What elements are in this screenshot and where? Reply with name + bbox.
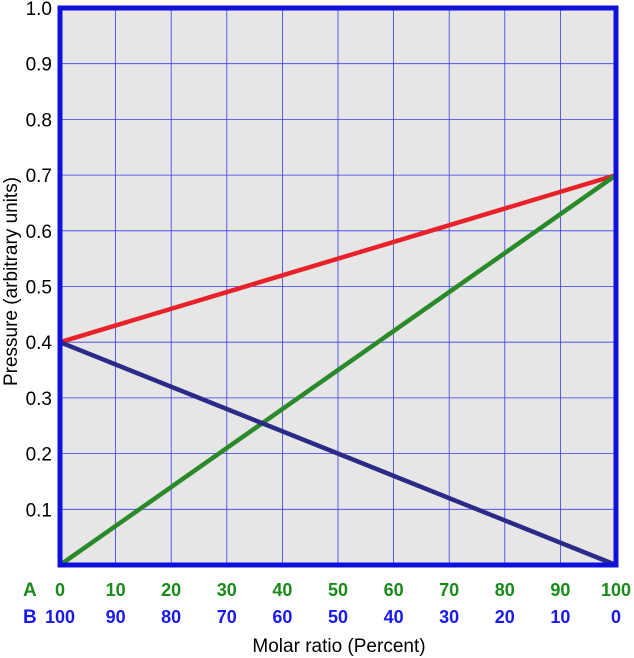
x-tick-label: 60 — [272, 607, 292, 627]
y-tick-labels: 0.1 0.2 0.3 0.4 0.5 0.6 0.7 0.8 0.9 1.0 — [26, 0, 53, 521]
x-axis-label: Molar ratio (Percent) — [252, 636, 425, 657]
series-line-2 — [57, 172, 619, 568]
x-tick-label: 20 — [161, 580, 181, 600]
x-tick-label: 90 — [550, 580, 570, 600]
y-tick-label: 0.7 — [26, 166, 52, 187]
x-tick-label: 70 — [439, 580, 459, 600]
x-tick-label: 80 — [495, 580, 515, 600]
y-tick-label: 0.6 — [26, 222, 52, 243]
y-tick-label: 0.9 — [26, 55, 52, 76]
x-row-label-A: A — [23, 580, 37, 601]
x-tick-label: 70 — [217, 607, 237, 627]
y-tick-label: 0.3 — [26, 389, 52, 410]
y-tick-label: 0.4 — [26, 333, 53, 354]
x-tick-label: 100 — [45, 607, 75, 627]
y-tick-label: 0.8 — [26, 110, 52, 131]
x-tick-label: 60 — [384, 580, 404, 600]
x-tick-label: 10 — [550, 607, 570, 627]
x-tick-label: 50 — [328, 580, 348, 600]
y-tick-label: 1.0 — [26, 0, 52, 20]
x-tick-label: 20 — [495, 607, 515, 627]
x-row-label-B: B — [23, 607, 37, 628]
series-group — [57, 172, 619, 568]
x-tick-label: 40 — [272, 580, 292, 600]
x-tick-label: 30 — [217, 580, 237, 600]
x-tick-label: 50 — [328, 607, 348, 627]
y-tick-label: 0.5 — [26, 278, 52, 299]
x-tick-label: 0 — [611, 607, 621, 627]
y-axis-label: Pressure (arbitrary units) — [1, 177, 22, 386]
x-tick-label: 10 — [106, 580, 126, 600]
series-line-1 — [57, 172, 619, 345]
x-tick-label: 80 — [161, 607, 181, 627]
x-tick-label: 30 — [439, 607, 459, 627]
y-tick-label: 0.1 — [26, 500, 52, 521]
plot-frame — [57, 5, 619, 568]
y-tick-label: 0.2 — [26, 445, 52, 466]
x-tick-label: 0 — [55, 580, 65, 600]
series-line-3 — [57, 339, 619, 568]
x-tick-label: 100 — [601, 580, 631, 600]
x-tick-label: 90 — [106, 607, 126, 627]
x-tick-label: 40 — [384, 607, 404, 627]
